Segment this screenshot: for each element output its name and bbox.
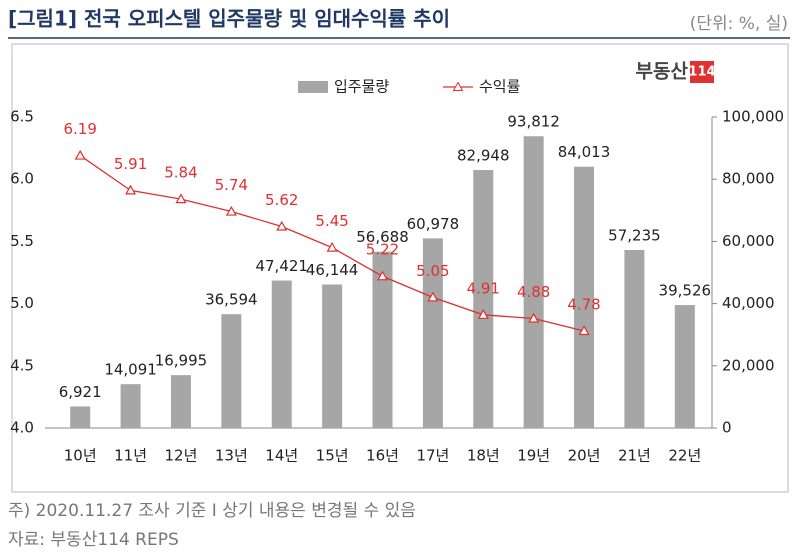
- x-tick-label: 12년: [165, 447, 198, 465]
- line-marker: [427, 291, 439, 302]
- bar: [271, 280, 292, 428]
- line-marker: [125, 184, 137, 195]
- unit-label: (단위: %, 실): [690, 14, 788, 34]
- x-tick-label: 11년: [114, 447, 147, 465]
- bar-value-label: 47,421: [255, 257, 308, 275]
- line-value-label: 5.45: [315, 212, 348, 230]
- footnote: 주) 2020.11.27 조사 기준 I 상기 내용은 변경될 수 있음: [8, 501, 416, 521]
- line-marker: [225, 205, 237, 216]
- x-tick-label: 20년: [568, 447, 601, 465]
- line-value-label: 5.91: [114, 155, 147, 173]
- chart-frame: [11, 43, 789, 493]
- line-marker: [276, 220, 288, 231]
- bar: [70, 406, 91, 428]
- line-marker: [578, 325, 590, 336]
- y-tick-label: 5.5: [10, 232, 34, 250]
- bar: [674, 305, 695, 428]
- y2-tick-label: 80,000: [722, 170, 775, 188]
- line-marker: [74, 149, 86, 160]
- x-tick-label: 18년: [467, 447, 500, 465]
- bar: [322, 284, 343, 428]
- line-value-label: 6.19: [63, 120, 96, 138]
- x-tick-label: 22년: [668, 447, 701, 465]
- bar-value-label: 57,235: [608, 226, 661, 244]
- y2-tick-label: 40,000: [722, 294, 775, 312]
- bar-value-label: 56,688: [356, 228, 409, 246]
- line-value-label: 4.88: [517, 283, 550, 301]
- legend-swatch: [298, 81, 328, 93]
- line-marker: [477, 309, 489, 319]
- y2-tick-label: 0: [722, 419, 732, 437]
- x-tick-label: 19년: [517, 447, 550, 465]
- line-value-label: 5.84: [164, 164, 197, 182]
- line-marker: [376, 270, 389, 281]
- chart-title: [그림1] 전국 오피스텔 입주물량 및 임대수익률 추이: [8, 7, 450, 31]
- bar: [372, 251, 393, 428]
- legend-label: 수익률: [479, 78, 521, 96]
- bar: [473, 170, 494, 428]
- legend-marker: [452, 81, 464, 91]
- y-tick-label: 6.0: [10, 170, 34, 188]
- line-value-label: 4.91: [467, 279, 500, 297]
- bar-value-label: 14,091: [104, 361, 157, 379]
- x-tick-label: 10년: [64, 447, 97, 465]
- x-tick-label: 13년: [215, 447, 248, 465]
- line-marker: [326, 241, 338, 252]
- y-tick-label: 4.5: [10, 356, 34, 374]
- x-tick-label: 15년: [316, 447, 349, 465]
- bar-value-label: 84,013: [558, 143, 611, 161]
- bar: [221, 314, 242, 428]
- bar: [624, 249, 645, 428]
- bar: [120, 384, 141, 428]
- line-value-label: 5.62: [265, 191, 298, 209]
- logo-badge: [690, 61, 714, 83]
- bar-value-label: 6,921: [59, 383, 102, 401]
- y2-tick-label: 20,000: [722, 356, 775, 374]
- bar: [574, 166, 595, 428]
- source: 자료: 부동산114 REPS: [8, 530, 179, 550]
- bar-value-label: 93,812: [507, 113, 560, 131]
- line-value-label: 5.74: [215, 176, 248, 194]
- bar: [170, 375, 191, 428]
- x-tick-label: 14년: [265, 447, 298, 465]
- bar-value-label: 82,948: [457, 147, 510, 165]
- line-value-label: 5.05: [416, 262, 449, 280]
- y-tick-label: 5.0: [10, 294, 34, 312]
- bar-value-label: 60,978: [407, 215, 460, 233]
- y-tick-label: 6.5: [10, 108, 34, 126]
- line-marker: [528, 312, 540, 323]
- bar-value-label: 39,526: [659, 282, 712, 300]
- y2-tick-label: 60,000: [722, 232, 775, 250]
- logo-text: 부동산: [636, 61, 689, 83]
- y-tick-label: 4.0: [10, 419, 34, 437]
- legend-label: 입주물량: [334, 78, 389, 96]
- x-tick-label: 17년: [416, 447, 449, 465]
- x-tick-label: 21년: [618, 447, 651, 465]
- line-value-label: 5.22: [366, 241, 399, 259]
- bar-value-label: 46,144: [306, 261, 359, 279]
- line-marker: [175, 193, 187, 204]
- bar: [422, 238, 443, 428]
- bar: [523, 136, 544, 428]
- x-tick-label: 16년: [366, 447, 399, 465]
- bar-value-label: 16,995: [155, 352, 208, 370]
- y2-tick-label: 100,000: [722, 108, 784, 126]
- bar-value-label: 36,594: [205, 291, 258, 309]
- line-value-label: 4.78: [567, 295, 600, 313]
- logo-badge-text: 114: [688, 65, 715, 80]
